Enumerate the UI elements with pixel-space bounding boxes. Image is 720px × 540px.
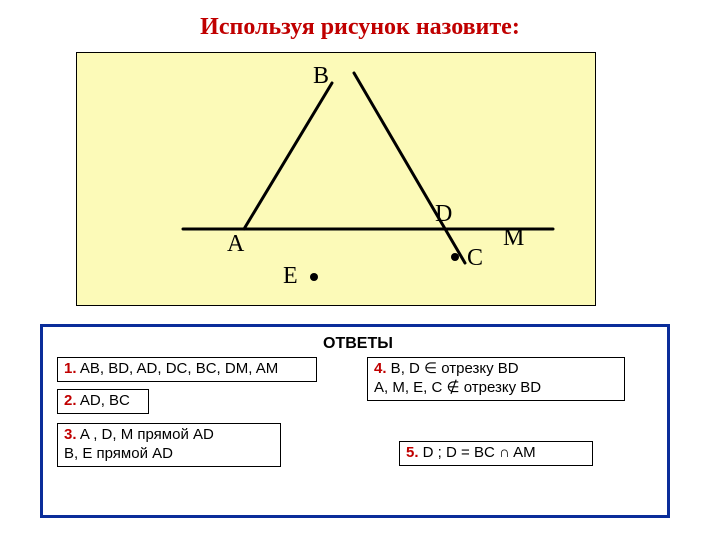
label-A: A [227,231,244,258]
label-M: M [503,225,524,252]
answer-1: 1. AB, BD, AD, DC, BC, DM, AM [57,357,317,382]
answer-5: 5. D ; D = BC ∩ AM [399,441,593,466]
answers-title: ОТВЕТЫ [323,335,393,353]
answer-3: 3. A , D, M прямой AD B, E прямой AD [57,423,281,467]
point-C [451,253,459,261]
answer-4: 4. B, D ∈ отрезку BD A, M, E, C ∉ отрезк… [367,357,625,401]
label-B: B [313,63,329,90]
diagram-svg [77,53,597,307]
answer-2: 2. AD, BC [57,389,149,414]
geometry-diagram: A B D MC E [76,52,596,306]
slide-title: Используя рисунок назовите: [0,14,720,41]
point-E [310,273,318,281]
label-E: E [283,263,298,290]
label-C: C [467,245,483,272]
answers-panel: ОТВЕТЫ 1. AB, BD, AD, DC, BC, DM, AM 2. A… [40,324,670,518]
label-D: D [435,201,452,228]
